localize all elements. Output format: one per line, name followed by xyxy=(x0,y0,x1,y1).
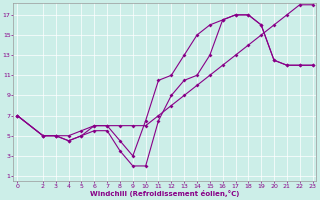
X-axis label: Windchill (Refroidissement éolien,°C): Windchill (Refroidissement éolien,°C) xyxy=(90,190,240,197)
